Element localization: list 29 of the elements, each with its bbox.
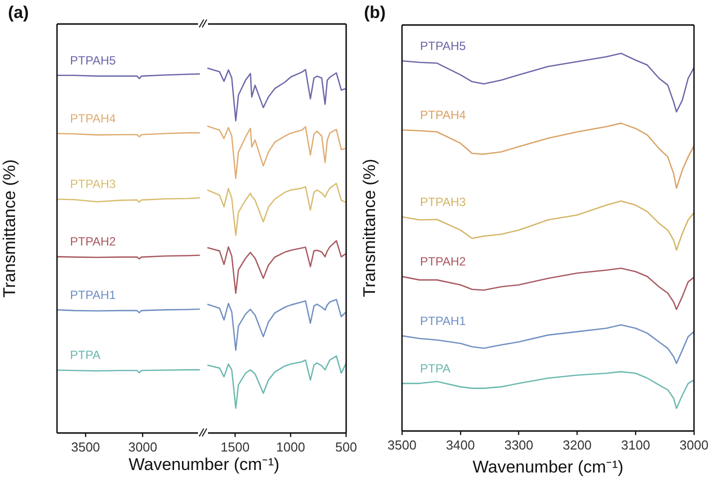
x-tick-label: 500	[335, 439, 358, 454]
chart-title: (a)	[8, 3, 29, 22]
series-label: PTPAH5	[70, 53, 116, 68]
series-label: PTPAH2	[70, 234, 116, 249]
x-tick-label: 3100	[621, 437, 650, 452]
series-label: PTPAH5	[420, 38, 466, 53]
y-axis-title: Transmittance (%)	[0, 159, 19, 298]
series-label: PTPA	[420, 361, 450, 376]
series-label: PTPAH1	[420, 314, 466, 328]
series-label: PTPAH1	[70, 288, 116, 302]
series-label: PTPAH2	[420, 254, 466, 269]
series-label: PTPAH4	[420, 108, 466, 122]
series-label: PTPAH3	[420, 194, 466, 209]
x-tick-label: 3200	[562, 437, 592, 452]
chart-title: (b)	[364, 3, 386, 22]
x-tick-label: 3500	[71, 439, 100, 454]
x-tick-label: 3000	[128, 439, 158, 454]
x-tick-label: 3500	[388, 437, 416, 452]
x-tick-label: 1000	[276, 439, 306, 454]
x-tick-label: 3300	[504, 437, 534, 452]
x-tick-label: 1500	[220, 439, 250, 454]
series-label: PTPA	[70, 348, 100, 362]
series-label: PTPAH4	[70, 112, 116, 126]
series-label: PTPAH3	[70, 177, 116, 192]
x-axis-title: Wavenumber (cm⁻¹)	[472, 457, 624, 476]
x-tick-label: 3400	[446, 437, 475, 452]
x-axis-title: Wavenumber (cm⁻¹)	[128, 455, 280, 474]
x-tick-label: 3000	[680, 437, 708, 452]
y-axis-title: Transmittance (%)	[360, 158, 379, 298]
